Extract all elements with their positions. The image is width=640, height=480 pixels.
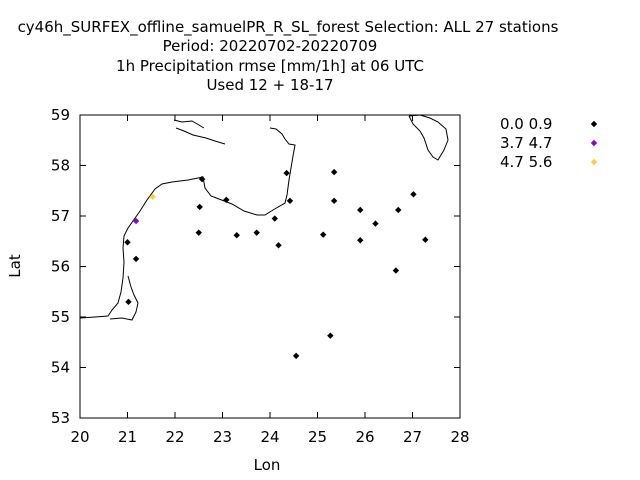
y-tick-label: 53 [51, 409, 70, 427]
y-tick-label: 54 [51, 359, 70, 377]
legend-marker [590, 120, 598, 128]
station-point [253, 229, 260, 236]
station-point [198, 175, 206, 183]
station-point [223, 196, 230, 204]
legend-entry-label: 0.0 0.9 [500, 115, 552, 133]
x-axis-label: Lon [254, 456, 281, 474]
station-point [132, 255, 140, 263]
title-line-1: cy46h_SURFEX_offline_samuelPR_R_SL_fores… [18, 18, 559, 37]
plot-frame [79, 114, 461, 419]
y-tick-label: 57 [51, 207, 70, 225]
station-point [410, 191, 417, 198]
x-tick-label: 26 [355, 428, 374, 446]
data-points [124, 168, 429, 360]
station-point [125, 298, 132, 306]
station-point [357, 206, 364, 214]
station-point [275, 242, 282, 249]
station-point [233, 231, 240, 239]
y-tick-label: 55 [51, 308, 70, 326]
coastline [79, 114, 449, 321]
station-point [357, 237, 364, 244]
y-axis-label: Lat [6, 254, 24, 278]
station-point [292, 352, 300, 360]
station-point [271, 215, 278, 222]
x-tick-label: 28 [450, 428, 469, 446]
title-line-2: Period: 20220702-20220709 [163, 37, 378, 55]
x-tick-label: 20 [70, 428, 89, 446]
station-point [196, 203, 203, 211]
x-tick-label: 23 [213, 428, 232, 446]
y-tick-label: 58 [51, 157, 70, 175]
legend-entry-label: 4.7 5.6 [500, 153, 552, 171]
station-point [286, 197, 294, 205]
legend-marker [590, 158, 598, 166]
station-point [392, 267, 400, 274]
station-point [395, 206, 402, 214]
station-point [330, 168, 338, 176]
station-point [422, 236, 429, 243]
station-point [283, 169, 290, 177]
x-tick-label: 25 [308, 428, 327, 446]
x-tick-label: 27 [403, 428, 422, 446]
station-point [124, 239, 131, 246]
x-tick-label: 24 [260, 428, 279, 446]
legend-marker [590, 139, 598, 147]
x-tick-label: 22 [165, 428, 184, 446]
station-point [195, 229, 202, 236]
station-point [330, 197, 338, 205]
station-point [132, 217, 140, 225]
station-point [320, 231, 327, 238]
legend-entry-label: 3.7 4.7 [500, 134, 552, 152]
x-tick-label: 21 [118, 428, 137, 446]
chart-title: cy46h_SURFEX_offline_samuelPR_R_SL_fores… [18, 18, 559, 94]
y-tick-label: 59 [51, 106, 70, 124]
axis-ticks: 20 21 22 23 24 25 26 27 28 53 54 55 56 57 58 59 [51, 106, 470, 446]
station-point [372, 220, 379, 227]
station-point [149, 193, 156, 201]
legend: 0.0 0.93.7 4.74.7 5.6 [500, 115, 598, 171]
title-line-3: 1h Precipitation rmse [mm/1h] at 06 UTC [116, 57, 424, 75]
station-point [327, 332, 334, 339]
title-line-4: Used 12 + 18-17 [206, 76, 333, 94]
y-tick-label: 56 [51, 258, 70, 276]
